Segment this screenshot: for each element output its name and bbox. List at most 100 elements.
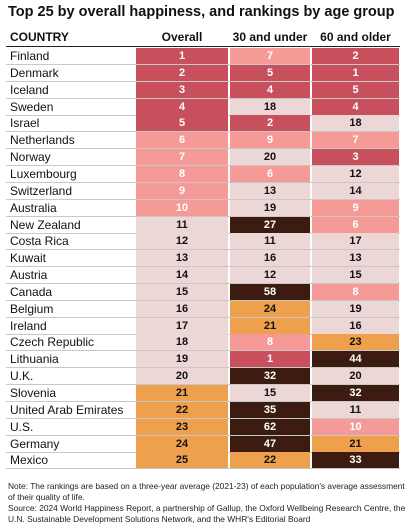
header-60-and-older: 60 and older — [320, 30, 391, 44]
row-divider — [6, 80, 400, 82]
country-name: Luxembourg — [10, 166, 77, 181]
rank-cell-60-and-older: 3 — [312, 149, 399, 166]
country-name: Germany — [10, 436, 60, 451]
rank-cell-overall: 9 — [136, 182, 228, 199]
rank-cell-30-and-under: 21 — [230, 317, 310, 334]
rank-cell-overall: 3 — [136, 81, 228, 98]
row-divider — [6, 417, 400, 419]
rank-cell-60-and-older: 33 — [312, 452, 399, 469]
rank-cell-60-and-older: 2 — [312, 48, 399, 64]
rank-cell-30-and-under: 24 — [230, 300, 310, 317]
rank-cell-30-and-under: 32 — [230, 368, 310, 385]
country-name: U.K. — [10, 369, 34, 384]
table-row: Germany 24 47 21 — [0, 435, 412, 453]
rank-cell-30-and-under: 2 — [230, 115, 310, 132]
table-row: Australia 10 19 9 — [0, 199, 412, 217]
rank-cell-30-and-under: 27 — [230, 216, 310, 233]
row-divider — [6, 367, 400, 369]
rank-cell-30-and-under: 8 — [230, 334, 310, 351]
rank-cell-60-and-older: 7 — [312, 132, 399, 149]
rank-cell-30-and-under: 4 — [230, 81, 310, 98]
rank-cell-60-and-older: 21 — [312, 435, 399, 452]
row-divider — [6, 131, 400, 133]
row-divider — [6, 451, 400, 453]
row-divider — [6, 384, 400, 386]
country-name: Sweden — [10, 99, 54, 114]
rank-cell-60-and-older: 14 — [312, 182, 399, 199]
table-row: Denmark 2 5 1 — [0, 64, 412, 82]
table-row: Switzerland 9 13 14 — [0, 182, 412, 200]
rank-cell-60-and-older: 15 — [312, 267, 399, 284]
rank-cell-overall: 7 — [136, 149, 228, 166]
row-divider — [6, 434, 400, 436]
rank-cell-30-and-under: 58 — [230, 283, 310, 300]
country-name: United Arab Emirates — [10, 402, 124, 417]
table-row: Costa Rica 12 11 17 — [0, 233, 412, 251]
country-name: Australia — [10, 200, 57, 215]
rank-cell-30-and-under: 16 — [230, 250, 310, 267]
table-row: U.S. 23 62 10 — [0, 418, 412, 436]
row-divider — [6, 232, 400, 234]
rank-cell-30-and-under: 12 — [230, 267, 310, 284]
source-text: Source: 2024 World Happiness Report, a p… — [8, 503, 406, 524]
row-divider — [6, 165, 400, 167]
country-name: U.S. — [10, 419, 34, 434]
rank-cell-30-and-under: 6 — [230, 165, 310, 182]
rank-cell-overall: 16 — [136, 300, 228, 317]
row-divider — [6, 215, 400, 217]
rank-cell-60-and-older: 12 — [312, 165, 399, 182]
rank-cell-30-and-under: 7 — [230, 48, 310, 64]
rank-cell-overall: 25 — [136, 452, 228, 469]
country-name: Ireland — [10, 318, 47, 333]
row-divider — [6, 266, 400, 268]
rank-cell-overall: 22 — [136, 401, 228, 418]
row-divider — [6, 198, 400, 200]
country-name: Denmark — [10, 65, 59, 80]
rank-cell-60-and-older: 11 — [312, 401, 399, 418]
row-divider — [6, 299, 400, 301]
rank-cell-30-and-under: 15 — [230, 385, 310, 401]
rank-cell-overall: 11 — [136, 216, 228, 233]
rank-cell-60-and-older: 18 — [312, 115, 399, 132]
table-row: Kuwait 13 16 13 — [0, 250, 412, 268]
rank-cell-overall: 5 — [136, 115, 228, 132]
rank-cell-60-and-older: 10 — [312, 418, 399, 435]
rank-cell-60-and-older: 5 — [312, 81, 399, 98]
row-divider — [6, 249, 400, 251]
row-divider — [6, 97, 400, 99]
country-name: Israel — [10, 116, 40, 131]
rank-cell-overall: 13 — [136, 250, 228, 267]
country-name: Finland — [10, 49, 50, 63]
rank-cell-30-and-under: 47 — [230, 435, 310, 452]
rank-cell-overall: 6 — [136, 132, 228, 149]
rank-cell-60-and-older: 32 — [312, 385, 399, 401]
header-rule — [6, 46, 400, 47]
footnote: Note: The rankings are based on a three-… — [8, 481, 406, 525]
rank-cell-60-and-older: 19 — [312, 300, 399, 317]
rank-cell-30-and-under: 1 — [230, 351, 310, 368]
rank-cell-overall: 12 — [136, 233, 228, 250]
country-name: Iceland — [10, 82, 49, 97]
rank-cell-overall: 15 — [136, 283, 228, 300]
rank-cell-overall: 19 — [136, 351, 228, 368]
rank-cell-overall: 20 — [136, 368, 228, 385]
row-divider — [6, 350, 400, 352]
country-name: Mexico — [10, 453, 49, 468]
rank-cell-60-and-older: 17 — [312, 233, 399, 250]
table-row: Canada 15 58 8 — [0, 283, 412, 301]
chart-title: Top 25 by overall happiness, and ranking… — [8, 4, 395, 20]
country-name: Belgium — [10, 301, 54, 316]
rank-cell-30-and-under: 11 — [230, 233, 310, 250]
rank-cell-overall: 1 — [136, 48, 228, 64]
rank-cell-60-and-older: 44 — [312, 351, 399, 368]
table-row: Mexico 25 22 33 — [0, 452, 412, 470]
country-name: New Zealand — [10, 217, 81, 232]
rank-cell-30-and-under: 18 — [230, 98, 310, 115]
rank-cell-overall: 17 — [136, 317, 228, 334]
header-country: COUNTRY — [10, 30, 69, 44]
country-name: Canada — [10, 284, 53, 299]
country-name: Netherlands — [10, 133, 75, 148]
country-name: Costa Rica — [10, 234, 69, 249]
table-row: Finland 1 7 2 — [0, 48, 412, 65]
country-name: Lithuania — [10, 352, 59, 367]
